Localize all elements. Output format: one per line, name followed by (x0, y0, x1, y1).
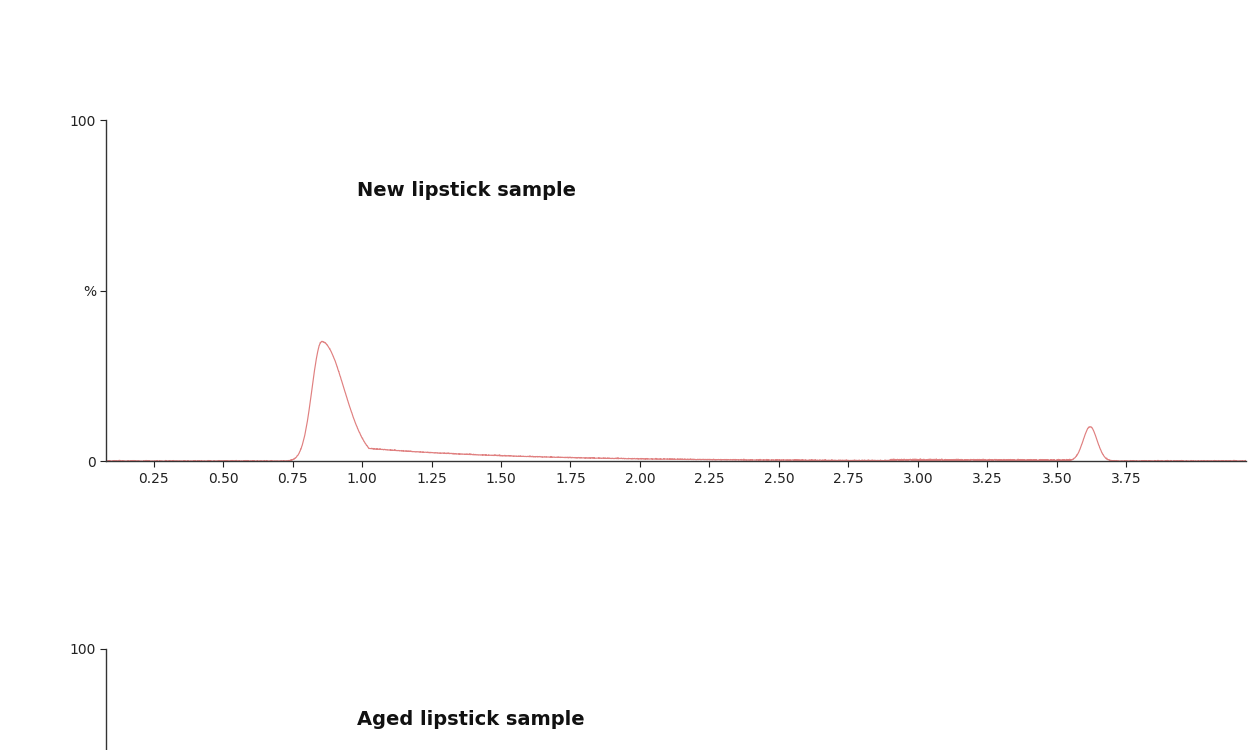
Text: Aged lipstick sample: Aged lipstick sample (357, 710, 585, 729)
Text: New lipstick sample: New lipstick sample (357, 182, 576, 200)
